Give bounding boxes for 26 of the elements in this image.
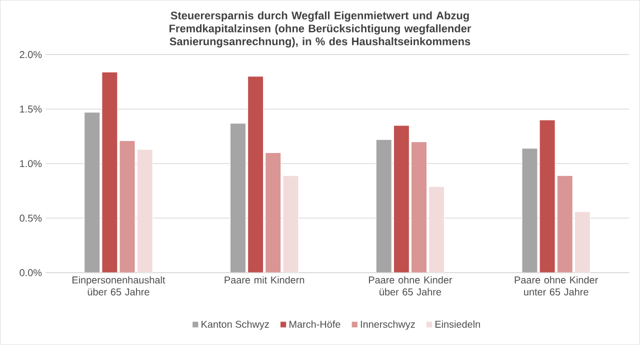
bar bbox=[282, 175, 299, 273]
bar bbox=[539, 120, 556, 273]
chart-title: Steuerersparnis durch Wegfall Eigenmietwert und Abzug Fremdkapitalzinsen (ohne Berücksichtigung wegfallender Sanierungsanrechnung), in % des Haushaltseinkommens bbox=[170, 11, 472, 48]
bar bbox=[84, 112, 100, 273]
y-tick-label: 1.5% bbox=[20, 106, 42, 113]
x-tick-label: Paare ohne Kinder unter 65 Jahre bbox=[514, 276, 598, 296]
bar bbox=[136, 149, 153, 273]
x-tick-label: Einpersonenhaushalt über 65 Jahre bbox=[72, 276, 166, 296]
y-tick-label: 0.0% bbox=[20, 269, 42, 276]
y-tick-label: 1.0% bbox=[20, 160, 42, 168]
y-tick-label: 2.0% bbox=[20, 51, 42, 58]
x-tick-label: Paare ohne Kinder über 65 Jahre bbox=[368, 276, 452, 296]
bar bbox=[102, 72, 118, 273]
bar bbox=[393, 125, 410, 273]
legend-label: Kanton Schwyz bbox=[202, 320, 269, 330]
bar bbox=[522, 148, 538, 273]
bar bbox=[428, 186, 445, 273]
x-tick-label: Paare mit Kindern bbox=[224, 276, 304, 284]
legend-label: Einsiedeln bbox=[435, 320, 480, 328]
legend-label: Innerschwyz bbox=[360, 320, 415, 330]
bar bbox=[247, 76, 264, 273]
y-tick-label: 0.5% bbox=[20, 214, 42, 222]
legend-label: March-Höfe bbox=[290, 320, 340, 328]
bar bbox=[230, 122, 246, 273]
bar bbox=[574, 211, 591, 273]
bar bbox=[376, 139, 392, 273]
